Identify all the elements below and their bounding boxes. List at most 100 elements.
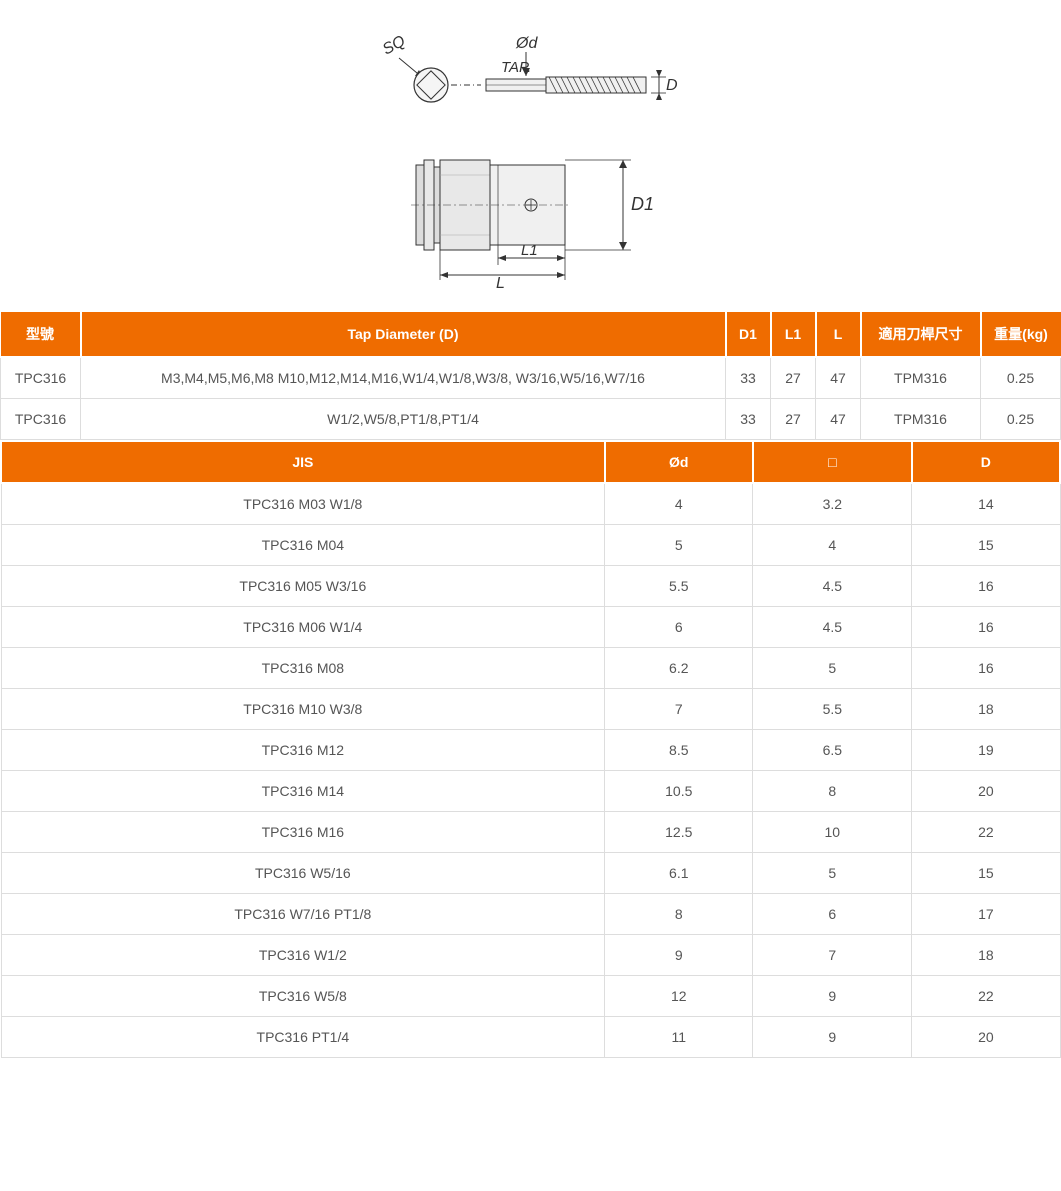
cell-jis: TPC316 PT1/4 [1, 1017, 605, 1058]
cell-d: 22 [912, 976, 1060, 1017]
cell-jis: TPC316 M05 W3/16 [1, 566, 605, 607]
th-l: L [816, 311, 861, 357]
cell-od: 6.2 [605, 648, 753, 689]
cell-sq: 4.5 [753, 607, 912, 648]
cell-d: 19 [912, 730, 1060, 771]
cell-jis: TPC316 M10 W3/8 [1, 689, 605, 730]
diagram-label-d: D [666, 77, 678, 94]
cell-jis: TPC316 W5/16 [1, 853, 605, 894]
cell-od: 5.5 [605, 566, 753, 607]
th-weight: 重量(kg) [981, 311, 1061, 357]
th-jis: JIS [1, 441, 605, 483]
cell-sq: 6.5 [753, 730, 912, 771]
cell-sq: 8 [753, 771, 912, 812]
diagram-label-sq: SQ [379, 33, 407, 59]
cell-sq: 7 [753, 935, 912, 976]
th-tapdiameter: Tap Diameter (D) [81, 311, 726, 357]
diagram-label-od: Ød [515, 35, 538, 52]
cell-d: 18 [912, 689, 1060, 730]
table-row: TPC316 W1/29718 [1, 935, 1060, 976]
cell-holder: TPM316 [861, 357, 981, 399]
cell-d: 20 [912, 1017, 1060, 1058]
cell-od: 5 [605, 525, 753, 566]
spec-table-2: JIS Ød □ D TPC316 M03 W1/843.214TPC316 M… [0, 440, 1061, 1058]
table-row: TPC316W1/2,W5/8,PT1/8,PT1/4332747TPM3160… [1, 399, 1061, 440]
cell-sq: 5.5 [753, 689, 912, 730]
cell-od: 6 [605, 607, 753, 648]
cell-tap: M3,M4,M5,M6,M8 M10,M12,M14,M16,W1/4,W1/8… [81, 357, 726, 399]
th-od: Ød [605, 441, 753, 483]
table-row: TPC316 M128.56.519 [1, 730, 1060, 771]
technical-diagram: SQ Ød TAP. D [0, 0, 1061, 310]
cell-jis: TPC316 M04 [1, 525, 605, 566]
cell-sq: 5 [753, 853, 912, 894]
cell-d: 16 [912, 566, 1060, 607]
cell-jis: TPC316 M03 W1/8 [1, 483, 605, 525]
table-row: TPC316 M045415 [1, 525, 1060, 566]
cell-od: 9 [605, 935, 753, 976]
table-row: TPC316 PT1/411920 [1, 1017, 1060, 1058]
cell-jis: TPC316 M12 [1, 730, 605, 771]
cell-d: 17 [912, 894, 1060, 935]
cell-sq: 6 [753, 894, 912, 935]
table2-body: TPC316 M03 W1/843.214TPC316 M045415TPC31… [1, 483, 1060, 1058]
th-l1: L1 [771, 311, 816, 357]
cell-od: 7 [605, 689, 753, 730]
th-holder: 適用刀桿尺寸 [861, 311, 981, 357]
cell-d1: 33 [726, 399, 771, 440]
cell-od: 11 [605, 1017, 753, 1058]
cell-od: 8 [605, 894, 753, 935]
cell-weight: 0.25 [981, 399, 1061, 440]
cell-jis: TPC316 M14 [1, 771, 605, 812]
cell-d: 16 [912, 648, 1060, 689]
cell-sq: 9 [753, 976, 912, 1017]
cell-l: 47 [816, 357, 861, 399]
table-row: TPC316 W5/166.1515 [1, 853, 1060, 894]
cell-d: 20 [912, 771, 1060, 812]
cell-d: 14 [912, 483, 1060, 525]
cell-tap: W1/2,W5/8,PT1/8,PT1/4 [81, 399, 726, 440]
cell-sq: 10 [753, 812, 912, 853]
cell-d: 16 [912, 607, 1060, 648]
table-row: TPC316 M086.2516 [1, 648, 1060, 689]
th-model: 型號 [1, 311, 81, 357]
diagram-label-l1: L1 [521, 242, 538, 259]
diagram-label-l: L [496, 275, 505, 290]
table-row: TPC316M3,M4,M5,M6,M8 M10,M12,M14,M16,W1/… [1, 357, 1061, 399]
cell-jis: TPC316 W7/16 PT1/8 [1, 894, 605, 935]
cell-model: TPC316 [1, 357, 81, 399]
table-row: TPC316 W5/812922 [1, 976, 1060, 1017]
cell-sq: 5 [753, 648, 912, 689]
cell-d1: 33 [726, 357, 771, 399]
th-sq: □ [753, 441, 912, 483]
cell-od: 4 [605, 483, 753, 525]
th-d2: D [912, 441, 1060, 483]
table-row: TPC316 M06 W1/464.516 [1, 607, 1060, 648]
cell-l: 47 [816, 399, 861, 440]
table-row: TPC316 M10 W3/875.518 [1, 689, 1060, 730]
spec-table-1: 型號 Tap Diameter (D) D1 L1 L 適用刀桿尺寸 重量(kg… [0, 310, 1061, 440]
cell-sq: 9 [753, 1017, 912, 1058]
cell-od: 12.5 [605, 812, 753, 853]
cell-jis: TPC316 W5/8 [1, 976, 605, 1017]
diagram-label-d1: D1 [631, 194, 654, 214]
table-row: TPC316 M1612.51022 [1, 812, 1060, 853]
cell-d: 18 [912, 935, 1060, 976]
cell-od: 6.1 [605, 853, 753, 894]
cell-sq: 4 [753, 525, 912, 566]
table-row: TPC316 M1410.5820 [1, 771, 1060, 812]
cell-od: 8.5 [605, 730, 753, 771]
diagram-label-tap: TAP. [501, 59, 531, 76]
cell-jis: TPC316 M08 [1, 648, 605, 689]
table-row: TPC316 W7/16 PT1/88617 [1, 894, 1060, 935]
cell-d: 22 [912, 812, 1060, 853]
cell-jis: TPC316 M16 [1, 812, 605, 853]
table-row: TPC316 M03 W1/843.214 [1, 483, 1060, 525]
cell-jis: TPC316 W1/2 [1, 935, 605, 976]
cell-l1: 27 [771, 357, 816, 399]
cell-jis: TPC316 M06 W1/4 [1, 607, 605, 648]
cell-weight: 0.25 [981, 357, 1061, 399]
cell-holder: TPM316 [861, 399, 981, 440]
cell-sq: 3.2 [753, 483, 912, 525]
cell-d: 15 [912, 853, 1060, 894]
